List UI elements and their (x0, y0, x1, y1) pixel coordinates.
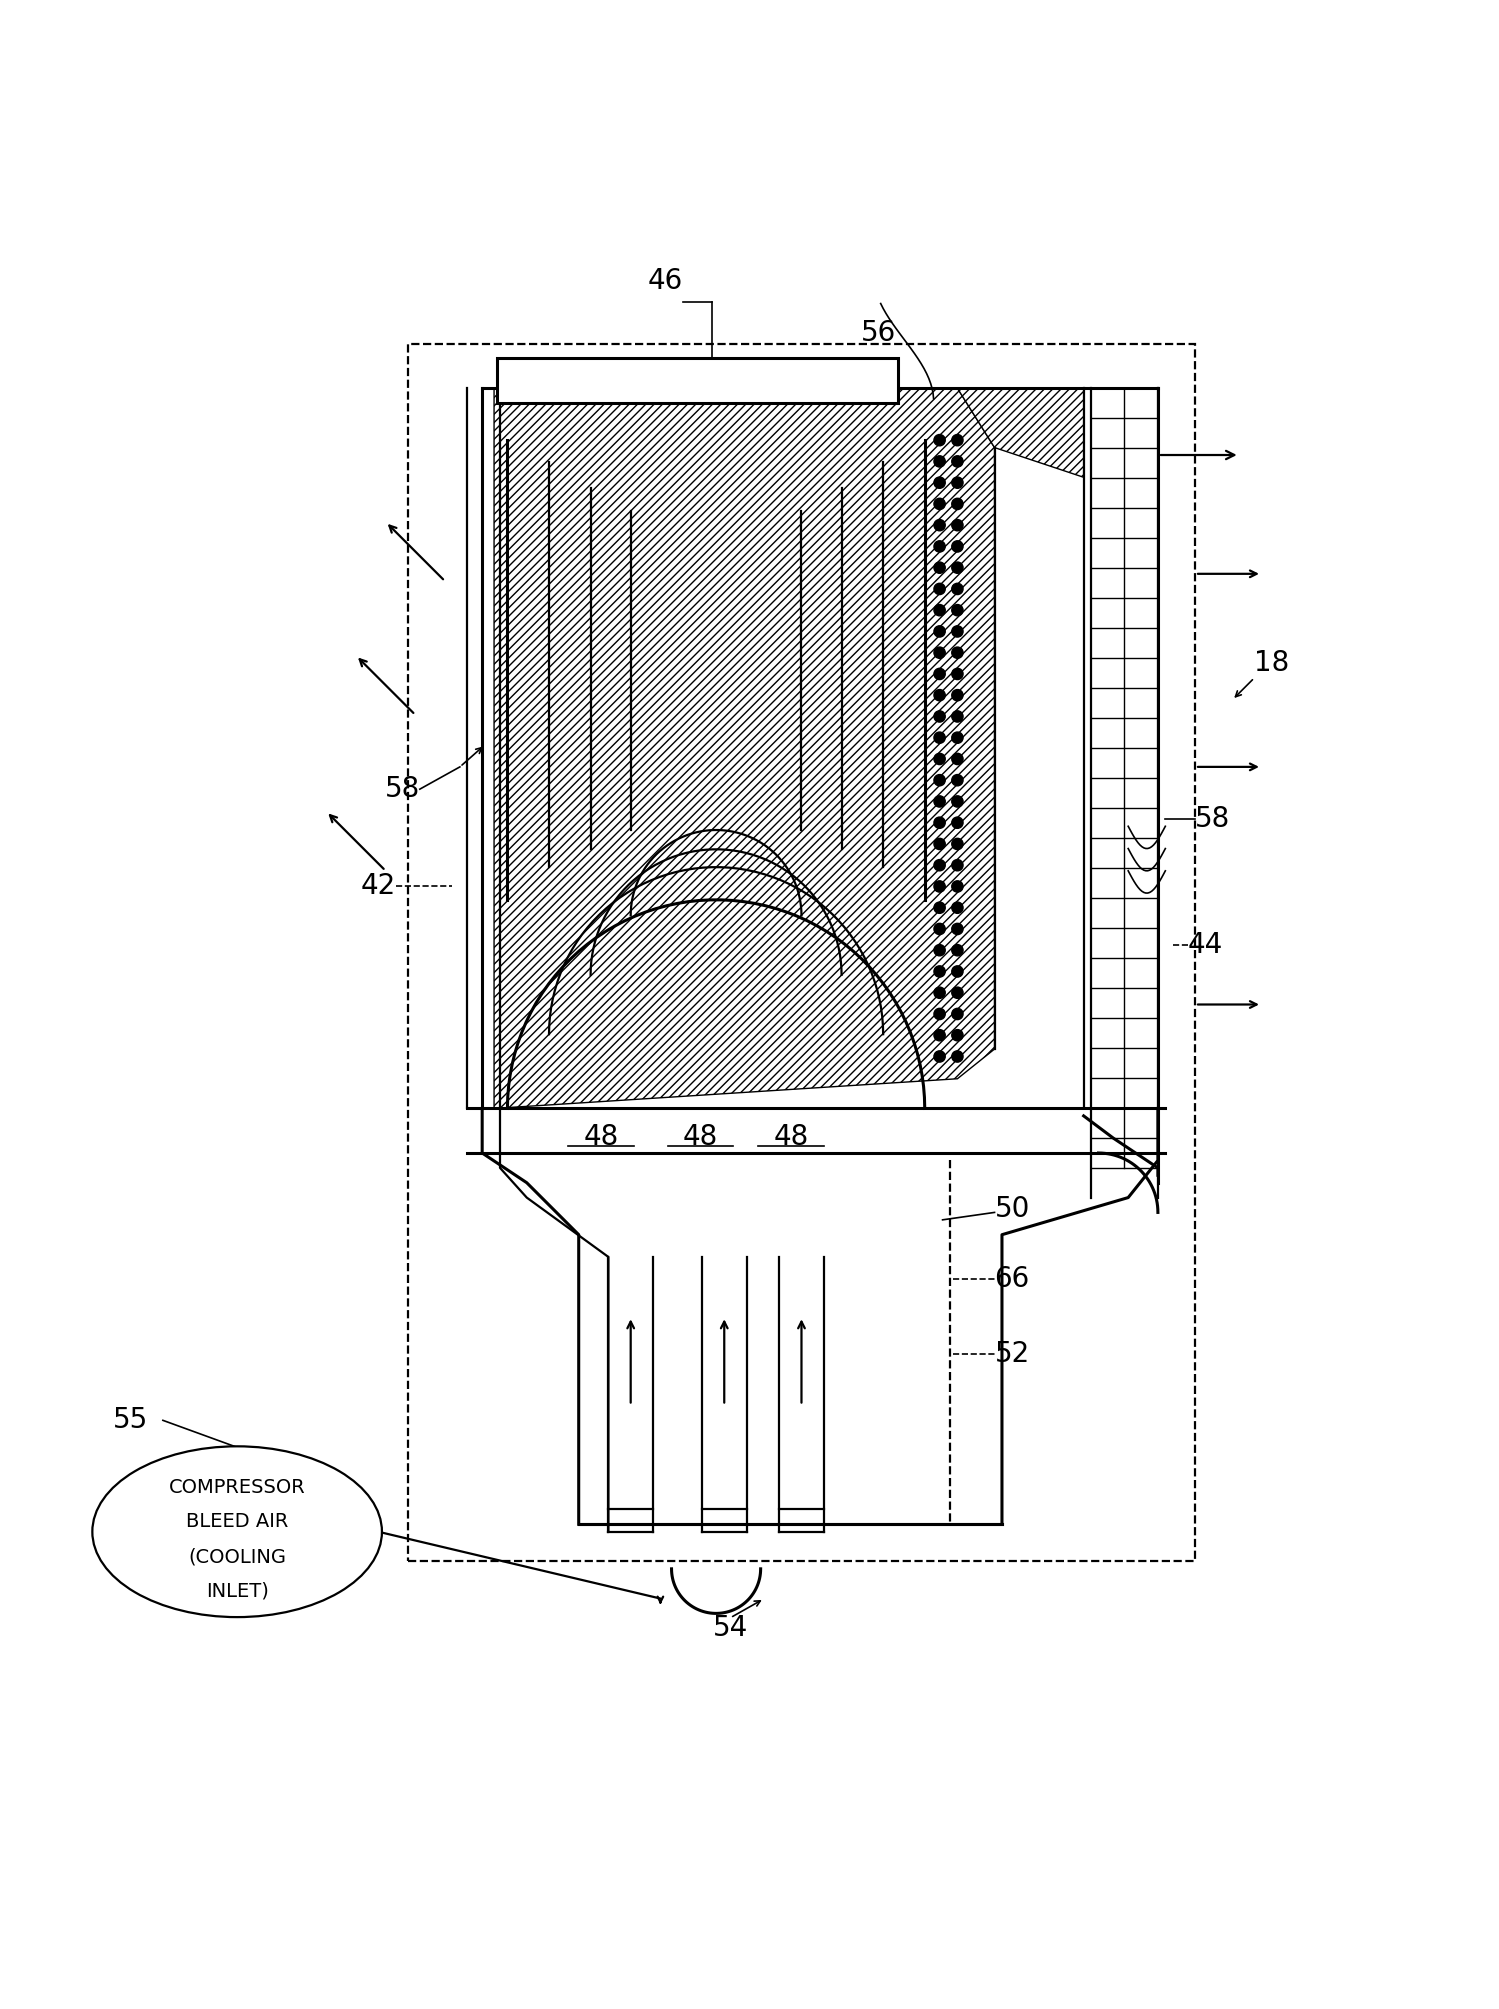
Bar (498, 358, 898, 404)
Text: 48: 48 (684, 1123, 718, 1151)
Circle shape (952, 605, 962, 617)
Text: 56: 56 (860, 319, 896, 348)
Circle shape (934, 753, 946, 765)
Circle shape (952, 986, 962, 998)
Text: 42: 42 (361, 872, 396, 900)
Circle shape (934, 476, 946, 488)
Text: 44: 44 (1187, 930, 1223, 958)
Text: 48: 48 (583, 1123, 619, 1151)
Circle shape (934, 1009, 946, 1021)
Circle shape (934, 434, 946, 446)
Circle shape (934, 902, 946, 914)
Text: 55: 55 (112, 1406, 148, 1434)
Circle shape (934, 775, 946, 786)
Circle shape (934, 1029, 946, 1041)
Circle shape (952, 563, 962, 573)
Circle shape (952, 902, 962, 914)
Circle shape (934, 986, 946, 998)
Circle shape (952, 860, 962, 870)
Circle shape (952, 689, 962, 701)
Circle shape (952, 753, 962, 765)
Circle shape (952, 669, 962, 679)
Circle shape (952, 540, 962, 552)
Circle shape (934, 731, 946, 743)
Circle shape (934, 944, 946, 956)
Text: 58: 58 (385, 775, 420, 804)
Text: 66: 66 (994, 1266, 1030, 1294)
Circle shape (934, 880, 946, 892)
Circle shape (934, 583, 946, 595)
Text: 46: 46 (648, 267, 682, 295)
Circle shape (952, 498, 962, 510)
Circle shape (952, 1029, 962, 1041)
Circle shape (952, 731, 962, 743)
Text: 58: 58 (1195, 806, 1231, 834)
Circle shape (934, 456, 946, 466)
Circle shape (952, 924, 962, 934)
Circle shape (934, 1051, 946, 1063)
Circle shape (952, 796, 962, 808)
Text: 18: 18 (1255, 649, 1289, 677)
Text: 54: 54 (712, 1615, 748, 1641)
Circle shape (952, 966, 962, 976)
Circle shape (952, 880, 962, 892)
Circle shape (952, 1051, 962, 1063)
Circle shape (952, 1009, 962, 1021)
Circle shape (952, 434, 962, 446)
Circle shape (934, 689, 946, 701)
Text: 52: 52 (994, 1340, 1030, 1368)
Circle shape (952, 520, 962, 530)
Circle shape (934, 563, 946, 573)
Circle shape (934, 924, 946, 934)
Text: COMPRESSOR: COMPRESSOR (169, 1479, 306, 1497)
Bar (408, 344, 1195, 1561)
Circle shape (952, 647, 962, 659)
Circle shape (934, 860, 946, 870)
Ellipse shape (93, 1446, 382, 1617)
Circle shape (934, 605, 946, 617)
Circle shape (952, 775, 962, 786)
Text: 50: 50 (994, 1195, 1030, 1223)
Circle shape (934, 796, 946, 808)
Circle shape (952, 625, 962, 637)
Circle shape (934, 520, 946, 530)
Polygon shape (958, 388, 1084, 478)
Circle shape (952, 476, 962, 488)
Circle shape (934, 540, 946, 552)
Text: BLEED AIR: BLEED AIR (186, 1513, 288, 1531)
Circle shape (934, 498, 946, 510)
Circle shape (934, 838, 946, 850)
Circle shape (934, 966, 946, 976)
Circle shape (952, 583, 962, 595)
Circle shape (952, 711, 962, 721)
Circle shape (952, 456, 962, 466)
Circle shape (952, 818, 962, 828)
Circle shape (934, 711, 946, 721)
Circle shape (934, 669, 946, 679)
Circle shape (934, 647, 946, 659)
Circle shape (934, 625, 946, 637)
Circle shape (952, 944, 962, 956)
Circle shape (952, 838, 962, 850)
Text: INLET): INLET) (205, 1581, 268, 1601)
Circle shape (934, 818, 946, 828)
Text: 48: 48 (773, 1123, 808, 1151)
Polygon shape (495, 388, 994, 1109)
Text: (COOLING: (COOLING (189, 1547, 286, 1567)
